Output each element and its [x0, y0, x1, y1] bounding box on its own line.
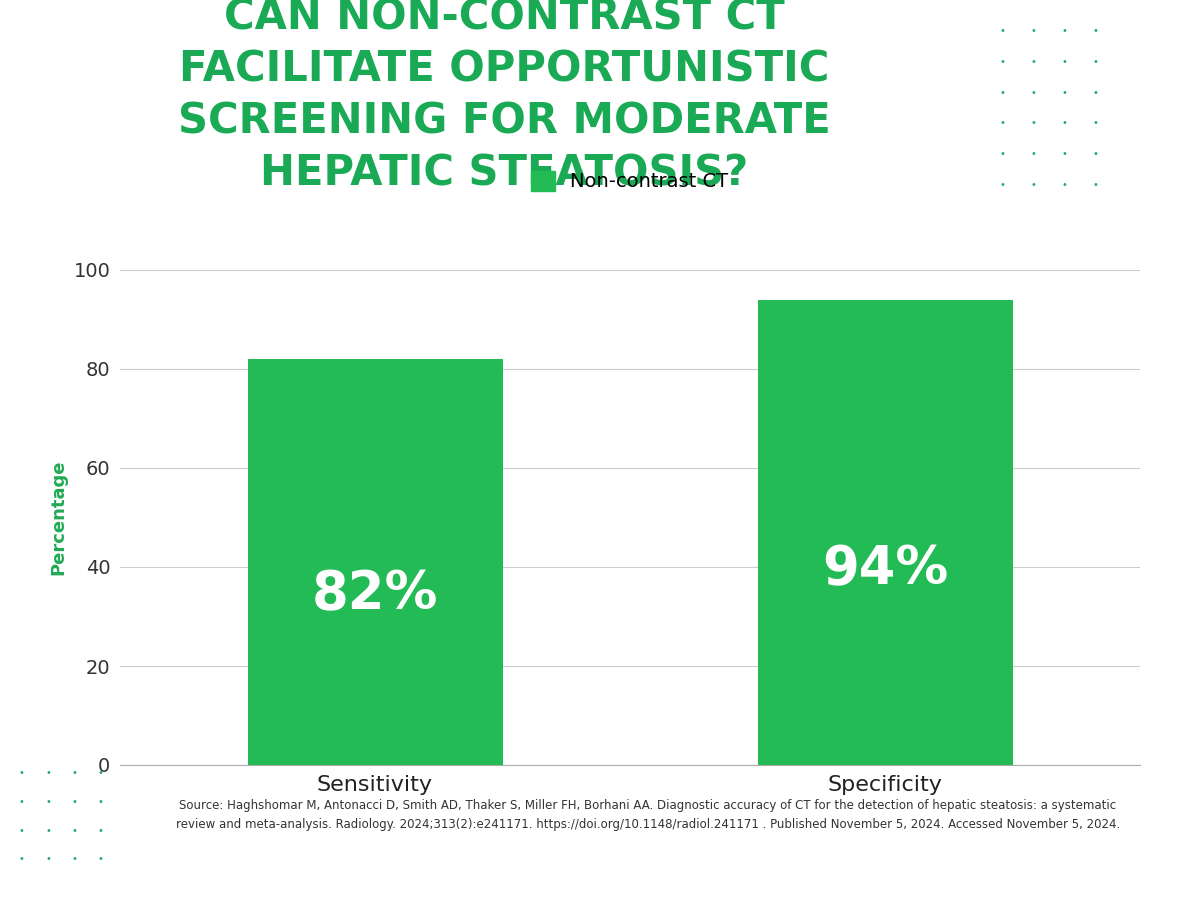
Text: •: •	[98, 768, 103, 778]
Text: •: •	[1093, 148, 1098, 159]
Text: •: •	[1093, 118, 1098, 129]
Text: •: •	[1093, 57, 1098, 68]
Text: •: •	[98, 854, 103, 865]
Text: •: •	[19, 796, 24, 807]
Text: •: •	[1031, 148, 1036, 159]
Text: •: •	[46, 825, 50, 836]
Text: •: •	[1062, 148, 1067, 159]
Text: •: •	[1000, 26, 1004, 37]
Text: •: •	[98, 796, 103, 807]
Text: •: •	[1062, 26, 1067, 37]
Legend: Non-contrast CT: Non-contrast CT	[532, 171, 728, 192]
Text: •: •	[46, 768, 50, 778]
Text: •: •	[72, 825, 77, 836]
Text: •: •	[72, 796, 77, 807]
Text: •: •	[1031, 57, 1036, 68]
Text: •: •	[1000, 179, 1004, 190]
Text: •: •	[19, 825, 24, 836]
Text: •: •	[1000, 87, 1004, 98]
Text: •: •	[1062, 87, 1067, 98]
Y-axis label: Percentage: Percentage	[50, 460, 68, 575]
Text: •: •	[1062, 179, 1067, 190]
Text: •: •	[1000, 148, 1004, 159]
Text: •: •	[1062, 57, 1067, 68]
Text: •: •	[1093, 87, 1098, 98]
Text: •: •	[1031, 179, 1036, 190]
Text: 82%: 82%	[312, 569, 438, 620]
Text: •: •	[1093, 179, 1098, 190]
Text: •: •	[19, 768, 24, 778]
Text: •: •	[46, 854, 50, 865]
Text: •: •	[72, 854, 77, 865]
Text: •: •	[72, 768, 77, 778]
Text: CAN NON-CONTRAST CT
FACILITATE OPPORTUNISTIC
SCREENING FOR MODERATE
HEPATIC STEA: CAN NON-CONTRAST CT FACILITATE OPPORTUNI…	[178, 0, 830, 194]
Bar	[757, 300, 1013, 765]
Text: •: •	[1093, 26, 1098, 37]
Text: •: •	[1000, 57, 1004, 68]
Text: •: •	[1031, 87, 1036, 98]
Text: 94%: 94%	[822, 544, 948, 596]
Text: •: •	[46, 796, 50, 807]
Text: •: •	[1031, 118, 1036, 129]
Text: •: •	[98, 825, 103, 836]
Text: •: •	[19, 854, 24, 865]
Text: •: •	[1000, 118, 1004, 129]
Text: Source: Haghshomar M, Antonacci D, Smith AD, Thaker S, Miller FH, Borhani AA. Di: Source: Haghshomar M, Antonacci D, Smith…	[176, 799, 1120, 832]
Bar	[247, 359, 503, 765]
Text: •: •	[1031, 26, 1036, 37]
Text: •: •	[1062, 118, 1067, 129]
